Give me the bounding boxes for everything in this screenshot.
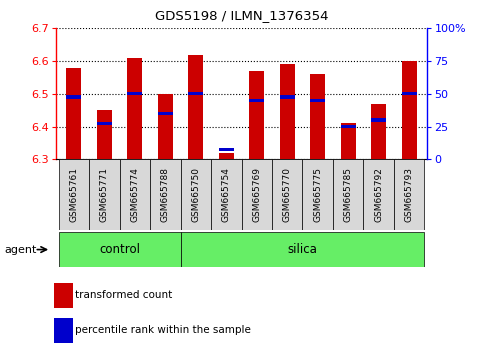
Text: GSM665785: GSM665785 (344, 167, 353, 222)
Bar (242, 159, 272, 230)
Text: GSM665788: GSM665788 (161, 167, 170, 222)
Text: GSM665769: GSM665769 (252, 167, 261, 222)
Bar (54, 283, 72, 308)
Text: GSM665754: GSM665754 (222, 167, 231, 222)
Bar (58, 159, 89, 230)
Bar (188, 92, 203, 96)
Text: GSM665774: GSM665774 (130, 167, 139, 222)
Bar (219, 153, 234, 159)
Bar (371, 118, 386, 122)
Bar (333, 159, 363, 230)
Bar (157, 112, 173, 115)
Bar (54, 318, 72, 343)
Bar (363, 159, 394, 230)
Text: GSM665771: GSM665771 (100, 167, 109, 222)
Bar (310, 99, 326, 102)
Bar (89, 159, 120, 230)
Bar (120, 159, 150, 230)
Text: GSM665775: GSM665775 (313, 167, 322, 222)
Text: percentile rank within the sample: percentile rank within the sample (74, 325, 250, 335)
Text: GSM665750: GSM665750 (191, 167, 200, 222)
Bar (310, 74, 326, 159)
Bar (280, 96, 295, 99)
Text: control: control (99, 243, 140, 256)
Bar (249, 71, 264, 159)
Bar (97, 122, 112, 125)
Text: silica: silica (287, 243, 317, 256)
Text: transformed count: transformed count (74, 290, 172, 300)
Bar (394, 159, 425, 230)
Bar (181, 159, 211, 230)
Bar (150, 159, 181, 230)
Text: GSM665770: GSM665770 (283, 167, 292, 222)
Bar (401, 92, 417, 96)
Bar (219, 148, 234, 151)
Bar (127, 92, 142, 96)
Bar (66, 96, 82, 99)
Bar (401, 61, 417, 159)
Bar (157, 94, 173, 159)
Bar (249, 99, 264, 102)
Bar (188, 55, 203, 159)
Bar (371, 104, 386, 159)
Bar (127, 58, 142, 159)
Bar (58, 232, 181, 267)
Text: GSM665761: GSM665761 (70, 167, 78, 222)
Bar (341, 125, 356, 128)
Bar (302, 159, 333, 230)
Text: GSM665793: GSM665793 (405, 167, 413, 222)
Bar (272, 159, 302, 230)
Bar (181, 232, 425, 267)
Text: GDS5198 / ILMN_1376354: GDS5198 / ILMN_1376354 (155, 9, 328, 22)
Text: agent: agent (5, 245, 37, 255)
Bar (211, 159, 242, 230)
Bar (66, 68, 82, 159)
Bar (341, 123, 356, 159)
Bar (97, 110, 112, 159)
Text: GSM665792: GSM665792 (374, 167, 383, 222)
Bar (280, 64, 295, 159)
